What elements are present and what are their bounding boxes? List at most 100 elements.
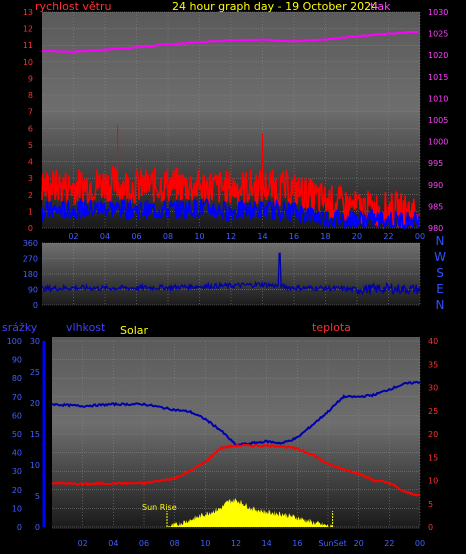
compass-letter: N: [436, 234, 445, 248]
wind-tick-label: 3: [28, 174, 33, 183]
temperature-tick-label: 0: [428, 523, 433, 532]
pressure-tick-label: 1010: [428, 94, 448, 103]
direction-tick-label: 180: [23, 270, 38, 279]
time-tick-label: 20: [354, 539, 364, 548]
humidity-tick-label: 0: [17, 523, 22, 532]
wind-tick-label: 7: [28, 108, 33, 117]
compass-letter: N: [436, 298, 445, 312]
wind-tick-label: 12: [23, 25, 33, 34]
direction-tick-label: 360: [23, 239, 38, 248]
direction-tick-label: 270: [23, 255, 38, 264]
time-tick-label: 14: [262, 539, 272, 548]
time-tick-label: 12: [226, 232, 236, 241]
pressure-tick-label: 985: [428, 202, 443, 211]
pressure-line: [42, 30, 419, 54]
humidity-tick-label: 80: [12, 374, 22, 383]
pressure-tick-label: 1020: [428, 51, 448, 60]
direction-tick-label: 90: [28, 286, 38, 295]
temperature-label: teplota: [312, 321, 351, 334]
humidity-tick-label: 60: [12, 411, 22, 420]
temperature-tick-label: 10: [428, 477, 438, 486]
sunrise-label: Sun Rise: [142, 503, 177, 512]
temperature-tick-label: 5: [428, 500, 433, 509]
temperature-tick-label: 25: [428, 407, 438, 416]
time-tick-label: 10: [194, 232, 204, 241]
time-tick-label: 14: [257, 232, 267, 241]
rain-label: srážky: [2, 321, 38, 334]
time-tick-label: 04: [108, 539, 118, 548]
time-tick-label: 16: [289, 232, 299, 241]
time-tick-label: 18: [320, 232, 330, 241]
time-tick-label: 02: [78, 539, 88, 548]
wind-direction-line: [41, 252, 421, 296]
series-layer: [41, 30, 421, 527]
humidity-tick-label: 90: [12, 356, 22, 365]
wind-gust-line: [41, 198, 420, 230]
compass-letter: E: [436, 282, 444, 296]
rain-tick-label: 0: [35, 523, 40, 532]
time-tick-label: 02: [68, 232, 78, 241]
pressure-tick-label: 1015: [428, 73, 448, 82]
temperature-tick-label: 35: [428, 360, 438, 369]
solar-label: Solar: [120, 324, 149, 337]
pressure-tick-label: 1000: [428, 138, 448, 147]
humidity-tick-label: 100: [7, 337, 22, 346]
temperature-tick-label: 15: [428, 453, 438, 462]
wind-tick-label: 8: [28, 91, 33, 100]
pressure-tick-label: 1025: [428, 30, 448, 39]
graph-title: 24 hour graph day - 19 October 2024: [172, 0, 378, 13]
compass-letter: S: [436, 266, 444, 280]
humidity-label: vlhkost: [66, 321, 106, 334]
time-tick-label: 00: [415, 539, 425, 548]
time-tick-label: 06: [131, 232, 141, 241]
rain-tick-label: 15: [30, 430, 40, 439]
wind-speed-line: [41, 164, 420, 230]
time-tick-label: 10: [200, 539, 210, 548]
rain-tick-label: 5: [35, 492, 40, 501]
compass-letter: W: [434, 250, 446, 264]
pressure-tick-label: 990: [428, 181, 443, 190]
temperature-line: [51, 443, 421, 497]
humidity-line: [51, 380, 421, 447]
solar-area: [167, 498, 333, 527]
wind-tick-label: 2: [28, 191, 33, 200]
wind-tick-label: 11: [23, 41, 33, 50]
humidity-tick-label: 70: [12, 393, 22, 402]
wind-tick-label: 9: [28, 74, 33, 83]
time-tick-label: 04: [100, 232, 110, 241]
wind-tick-label: 10: [23, 58, 33, 67]
temperature-tick-label: 30: [428, 384, 438, 393]
time-tick-label: SunSet: [318, 539, 346, 548]
wind-tick-label: 4: [28, 158, 33, 167]
time-tick-label: 12: [231, 539, 241, 548]
temperature-tick-label: 20: [428, 430, 438, 439]
humidity-tick-label: 30: [12, 467, 22, 476]
pressure-tick-label: 995: [428, 159, 443, 168]
time-tick-label: 22: [384, 539, 394, 548]
time-tick-label: 16: [292, 539, 302, 548]
rain-tick-label: 10: [30, 461, 40, 470]
pressure-tick-label: 1005: [428, 116, 448, 125]
pressure-tick-label: 980: [428, 224, 443, 233]
wind-tick-label: 1: [28, 207, 33, 216]
wind-tick-label: 0: [28, 224, 33, 233]
pressure-label: tlak: [370, 0, 391, 13]
time-tick-label: 22: [383, 232, 393, 241]
time-tick-label: 00: [415, 232, 425, 241]
wind-tick-label: 6: [28, 124, 33, 133]
wind-tick-label: 5: [28, 141, 33, 150]
wind-tick-label: 13: [23, 8, 33, 17]
temperature-tick-label: 40: [428, 337, 438, 346]
humidity-tick-label: 50: [12, 430, 22, 439]
humidity-tick-label: 20: [12, 486, 22, 495]
time-tick-label: 20: [352, 232, 362, 241]
time-tick-label: 08: [170, 539, 180, 548]
rain-tick-label: 30: [30, 337, 40, 346]
wind-speed-label: rychlost větru: [35, 0, 111, 13]
rain-tick-label: 25: [30, 368, 40, 377]
pressure-tick-label: 1030: [428, 8, 448, 17]
direction-tick-label: 0: [33, 301, 38, 310]
